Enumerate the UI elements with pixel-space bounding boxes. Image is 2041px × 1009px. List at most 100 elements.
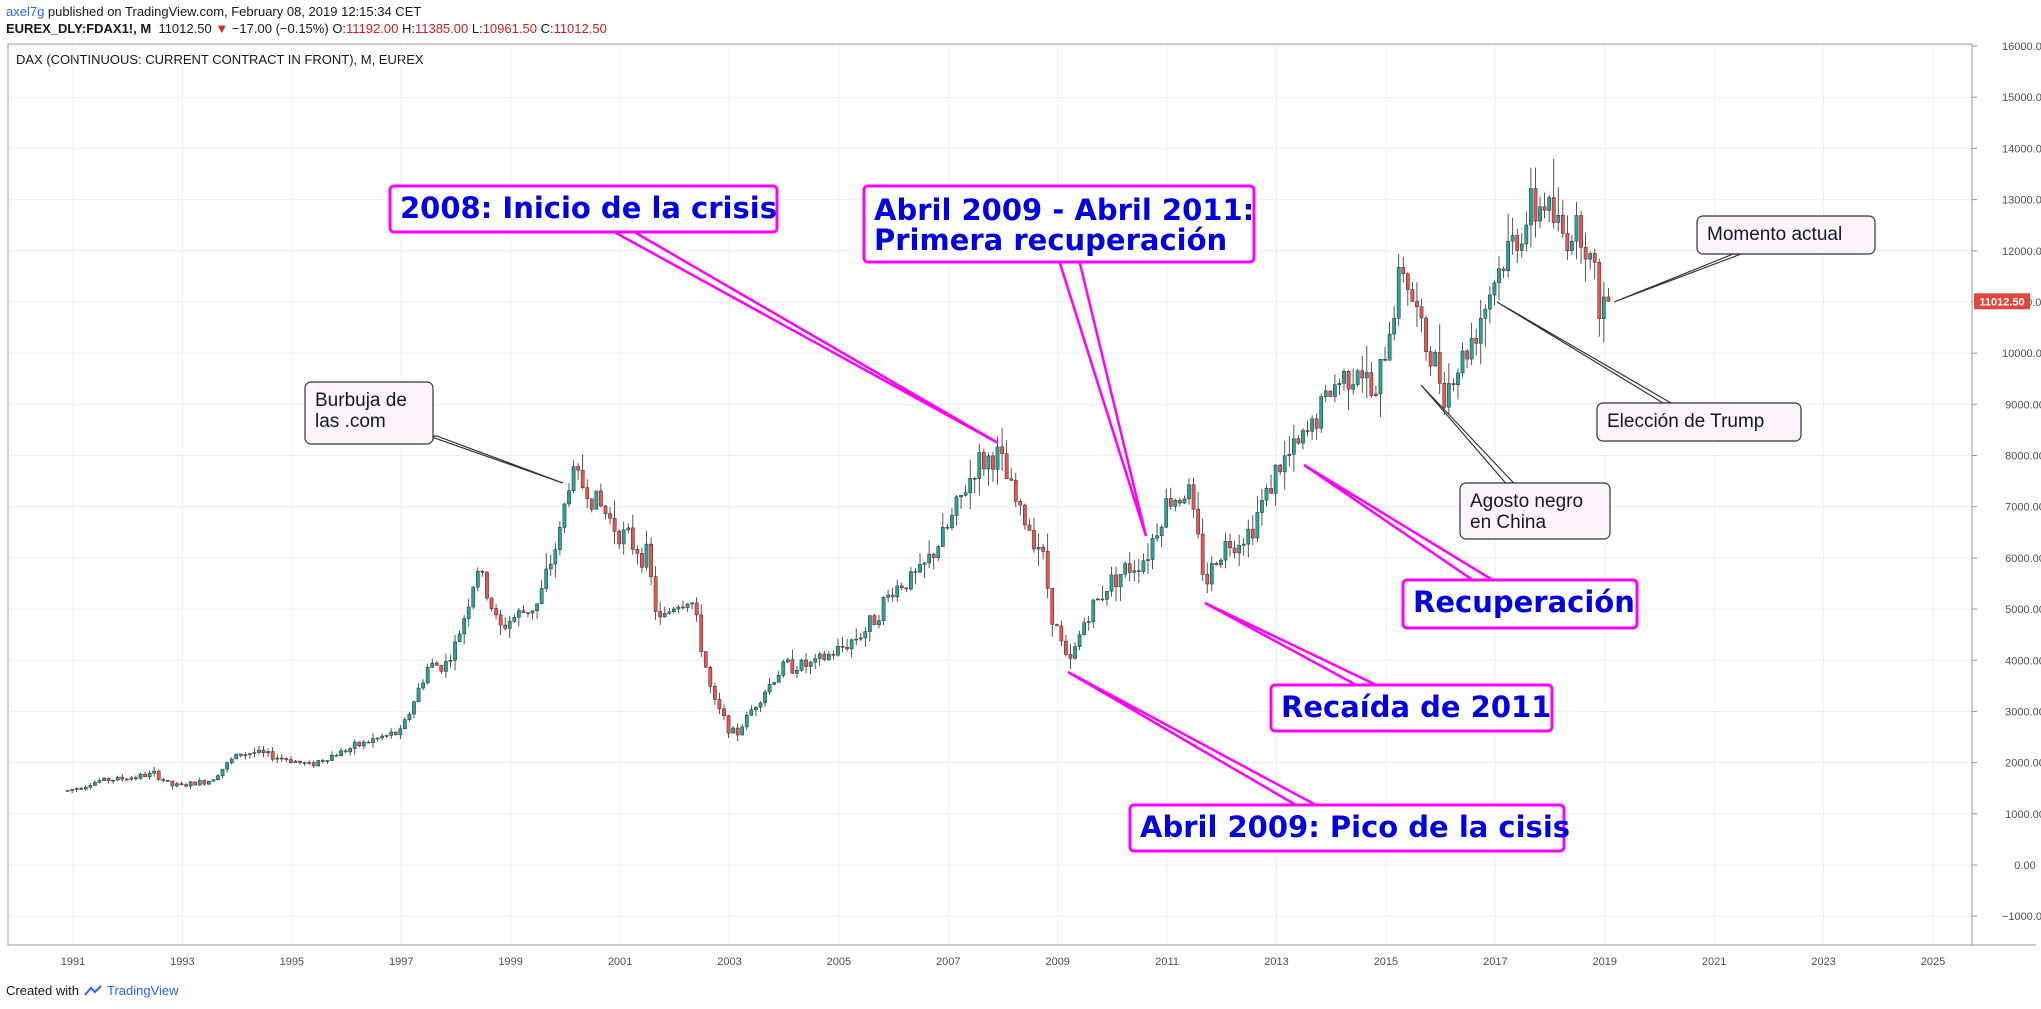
callout-text: Elección de Trump [1607, 411, 1764, 432]
candle-body [1064, 640, 1068, 655]
candle-body [1059, 625, 1064, 642]
callout-pointer [1420, 384, 1516, 484]
candle-body [161, 779, 166, 781]
candle-body [1451, 383, 1456, 386]
candle-body [1597, 262, 1602, 319]
candle-body [79, 788, 84, 790]
candle-body [649, 543, 653, 577]
candle-body [1478, 317, 1483, 344]
candle-body [1013, 479, 1018, 502]
candle-body [726, 715, 731, 734]
candle-body [790, 659, 795, 674]
candle-body [535, 603, 539, 612]
candle-body [526, 612, 530, 614]
annotation-momento: Momento actual [1613, 215, 1876, 303]
candle-body [1560, 215, 1565, 234]
candle-body [179, 783, 184, 785]
x-tick-label: 2021 [1702, 956, 1726, 968]
candle-body [1219, 559, 1223, 566]
candle-body [1488, 294, 1492, 310]
candle-body [877, 620, 881, 626]
candle-body [1214, 563, 1219, 566]
candle-body [202, 780, 207, 785]
tradingview-link[interactable]: TradingView [106, 983, 179, 998]
candle-body [512, 617, 517, 622]
candle-body [1333, 384, 1337, 397]
candle-body [831, 654, 836, 656]
candle-body [1447, 383, 1451, 408]
candle-body [1296, 438, 1301, 444]
candle-body [248, 753, 252, 755]
candle-body [302, 762, 307, 764]
candle-body [375, 737, 380, 740]
candle-body [1050, 588, 1055, 625]
callout-box [388, 184, 779, 234]
candle-body [580, 469, 585, 488]
candle-body [1273, 464, 1278, 494]
candle-body [922, 562, 927, 565]
high-value: 11385.00 [414, 21, 469, 36]
candle-body [539, 588, 544, 604]
candle-body [1460, 350, 1465, 374]
candle-body [977, 452, 982, 480]
candle-body [1155, 535, 1159, 539]
candle-body [621, 529, 626, 545]
candle-body [65, 790, 70, 792]
annotation-trump: Elección de Trump [1496, 301, 1802, 442]
candle-body [1023, 504, 1027, 526]
candle-body [1538, 206, 1542, 222]
candle-body [1351, 384, 1355, 390]
candle-body [1602, 296, 1606, 319]
candle-body [320, 760, 325, 762]
callout-box [1459, 482, 1611, 540]
candle-body [1419, 306, 1424, 319]
candle-body [918, 564, 922, 573]
candle-body [1073, 646, 1077, 659]
candle-body [507, 621, 512, 629]
candle-body [1342, 370, 1346, 384]
x-tick-label: 1991 [61, 956, 85, 968]
candle-body [676, 606, 681, 610]
candle-body [348, 748, 353, 753]
candle-body [1565, 233, 1570, 252]
candle-body [384, 735, 389, 737]
candle-body [1314, 418, 1319, 429]
candle-body [124, 778, 129, 781]
candle-body [576, 466, 580, 471]
candle-body [1045, 551, 1050, 589]
candle-body [339, 750, 343, 757]
candle-body [982, 452, 986, 470]
candle-body [1223, 541, 1228, 561]
candle-body [74, 788, 79, 790]
candle-body [439, 665, 444, 672]
y-tick-label: 2000.00 [2005, 758, 2041, 770]
candle-body [434, 662, 439, 666]
candle-body [1510, 235, 1515, 242]
candle-body [1424, 317, 1428, 353]
candle-body [1132, 570, 1137, 573]
candle-body [858, 637, 863, 640]
callout-text: en China [1470, 512, 1546, 533]
candle-body [1077, 634, 1082, 647]
candle-body [143, 773, 147, 777]
candle-body [352, 741, 357, 749]
candle-body [1506, 240, 1510, 271]
candle-body [1529, 188, 1533, 226]
close-value: 11012.50 [553, 21, 607, 36]
candle-body [1200, 533, 1205, 575]
candle-body [849, 639, 854, 650]
candle-body [1374, 393, 1378, 396]
candle-body [868, 615, 872, 632]
candle-body [1396, 267, 1401, 319]
candle-body [216, 775, 220, 781]
y-tick-label: 10000.00 [2002, 348, 2041, 360]
author-link[interactable]: axel7g [6, 4, 45, 19]
candle-body [1415, 301, 1419, 307]
candle-body [558, 527, 562, 550]
candle-body [1168, 498, 1173, 507]
candle-body [749, 709, 754, 716]
publish-info: published on TradingView.com, February 0… [44, 4, 422, 19]
candle-body [662, 613, 667, 618]
candle-body [1095, 598, 1100, 601]
